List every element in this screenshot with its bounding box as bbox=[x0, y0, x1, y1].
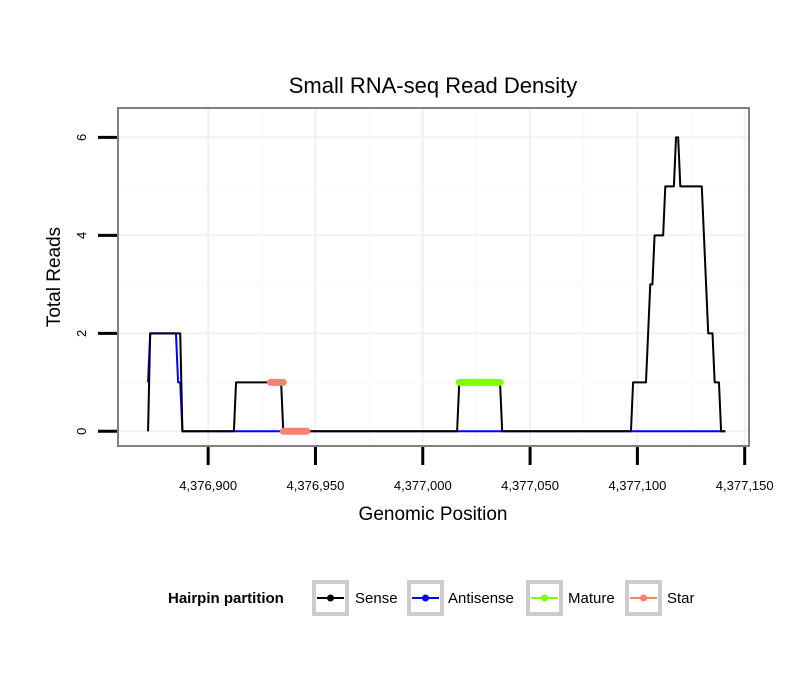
y-tick-label: 6 bbox=[74, 134, 89, 141]
x-axis-title: Genomic Position bbox=[359, 504, 508, 525]
x-tick-label: 4,377,000 bbox=[394, 478, 452, 493]
legend-item-mature: Mature bbox=[526, 580, 615, 616]
legend-label: Sense bbox=[355, 590, 398, 607]
x-axis: 4,376,900 4,376,950 4,377,000 4,377,050 4,37… bbox=[179, 447, 774, 493]
y-tick-label: 4 bbox=[74, 232, 89, 239]
plot-border bbox=[117, 107, 750, 447]
x-tick-label: 4,377,050 bbox=[501, 478, 559, 493]
legend-key-dot bbox=[640, 594, 647, 602]
x-tick-label: 4,377,100 bbox=[608, 478, 666, 493]
plot-background bbox=[118, 108, 749, 446]
legend-items: Sense Antisense Mature Star bbox=[312, 580, 695, 616]
legend-key-dot bbox=[541, 594, 548, 602]
legend-key-dot bbox=[327, 594, 334, 602]
legend-label: Antisense bbox=[448, 590, 514, 607]
chart-title: Small RNA-seq Read Density bbox=[289, 73, 578, 98]
legend-item-antisense: Antisense bbox=[407, 580, 514, 616]
legend-item-star: Star bbox=[625, 580, 695, 616]
grid-minor bbox=[118, 108, 749, 446]
x-tick-label: 4,377,150 bbox=[716, 478, 774, 493]
legend: Hairpin partition Sense Antisense Mature St… bbox=[168, 580, 695, 616]
x-tick-label: 4,376,900 bbox=[179, 478, 237, 493]
y-tick-label: 2 bbox=[74, 330, 89, 337]
y-axis-title: Total Reads bbox=[44, 227, 65, 327]
legend-title: Hairpin partition bbox=[168, 590, 284, 607]
x-tick-label: 4,376,950 bbox=[287, 478, 345, 493]
legend-label: Mature bbox=[568, 590, 615, 607]
series-layer bbox=[147, 136, 726, 435]
y-axis: 0 2 4 6 bbox=[74, 134, 117, 435]
y-tick-label: 0 bbox=[74, 428, 89, 435]
legend-label: Star bbox=[667, 590, 695, 607]
legend-item-sense: Sense bbox=[312, 580, 398, 616]
legend-key-dot bbox=[422, 594, 429, 602]
series-sense-line bbox=[147, 136, 726, 433]
